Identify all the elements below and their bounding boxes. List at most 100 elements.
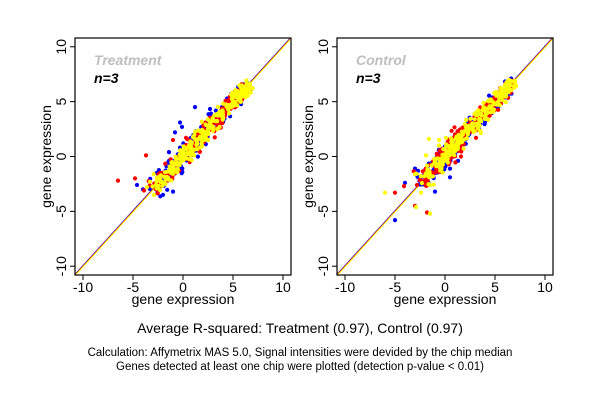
outlier-point (382, 190, 388, 195)
y-axis-label: gene expression (38, 105, 54, 208)
data-point (200, 138, 205, 143)
data-point (419, 181, 424, 186)
outlier-point (413, 204, 419, 210)
data-point (459, 134, 464, 139)
data-point (498, 90, 503, 95)
panel-title-label: Treatment (94, 52, 163, 68)
x-tick-label: 10 (275, 279, 291, 295)
x-tick-label: 10 (537, 279, 553, 295)
data-point (449, 150, 454, 155)
data-point (503, 100, 508, 105)
x-axis-label: gene expression (132, 291, 235, 307)
data-point (452, 125, 457, 130)
data-point (163, 161, 168, 166)
outlier-point (144, 185, 150, 190)
data-point (173, 167, 178, 172)
data-point (448, 136, 454, 141)
outlier-point (414, 182, 420, 188)
data-point (180, 166, 185, 171)
data-point (157, 188, 163, 193)
y-tick-label: 0 (53, 152, 69, 160)
data-point (208, 125, 213, 130)
detection-note: Genes detected at least one chip were pl… (116, 361, 484, 373)
data-point (187, 149, 193, 154)
outlier-point (412, 172, 418, 177)
outlier-point (132, 176, 138, 181)
outlier-point (392, 218, 398, 223)
data-point (212, 113, 217, 118)
series-replicate-pair-3 (382, 77, 519, 216)
data-point (229, 103, 234, 108)
x-tick-label: 5 (229, 279, 237, 295)
x-tick-label: -5 (127, 279, 140, 295)
data-point (230, 90, 235, 95)
outlier-point (177, 120, 183, 125)
data-point (433, 156, 439, 161)
data-point (468, 116, 473, 121)
plot-area (337, 38, 553, 275)
data-point (478, 117, 483, 122)
data-point (200, 135, 205, 140)
y-tick-label: 10 (315, 39, 331, 55)
data-point (168, 170, 174, 175)
data-point (165, 187, 170, 192)
data-point (156, 183, 161, 189)
panel-control: -10 -5 0 5 10 -10 -5 0 5 10 gene expression gene ex… (300, 37, 554, 307)
data-point (250, 86, 255, 91)
y-axis-label: gene expression (300, 105, 316, 208)
data-point (429, 163, 434, 168)
data-point (203, 122, 208, 127)
data-point (240, 94, 245, 99)
data-point (449, 128, 454, 133)
data-point (506, 89, 511, 95)
outlier-point (170, 137, 176, 143)
data-point (504, 85, 509, 90)
data-point (455, 145, 460, 150)
data-point (513, 82, 518, 87)
data-point (170, 159, 175, 165)
data-point (195, 154, 200, 159)
data-point (215, 127, 220, 132)
outlier-point (166, 150, 172, 155)
outlier-point (143, 153, 149, 158)
x-axis-label: gene expression (394, 291, 497, 307)
outlier-point (436, 143, 442, 148)
data-point (444, 142, 449, 147)
outlier-point (170, 189, 176, 194)
data-point (178, 160, 183, 165)
y-tick-label: 5 (53, 98, 69, 106)
outlier-point (141, 188, 147, 193)
y-tick-label: -5 (315, 205, 331, 218)
outlier-point (134, 182, 140, 188)
data-point (189, 140, 194, 145)
data-point (151, 172, 156, 177)
data-point (478, 105, 483, 110)
data-point (237, 90, 242, 95)
y-tick-label: 0 (315, 152, 331, 160)
x-tick-label: 0 (441, 279, 449, 295)
data-point (155, 191, 160, 196)
data-point (494, 101, 499, 106)
data-point (178, 155, 183, 160)
data-point (464, 117, 469, 123)
y-tick-label: 10 (53, 39, 69, 55)
data-point (494, 89, 499, 95)
data-point (513, 79, 518, 84)
data-point (243, 89, 249, 94)
data-point (437, 137, 442, 143)
data-point (178, 149, 183, 154)
data-point (190, 135, 196, 140)
data-point (476, 124, 481, 129)
outlier-point (427, 182, 433, 188)
outlier-point (115, 178, 121, 183)
outlier-point (458, 154, 464, 159)
data-point (443, 148, 448, 153)
data-point (445, 156, 450, 161)
data-point (165, 175, 171, 180)
data-point (210, 128, 215, 134)
x-tick-label: -10 (73, 279, 93, 295)
outlier-point (418, 190, 424, 195)
plot-area (75, 38, 291, 275)
data-point (213, 119, 219, 124)
